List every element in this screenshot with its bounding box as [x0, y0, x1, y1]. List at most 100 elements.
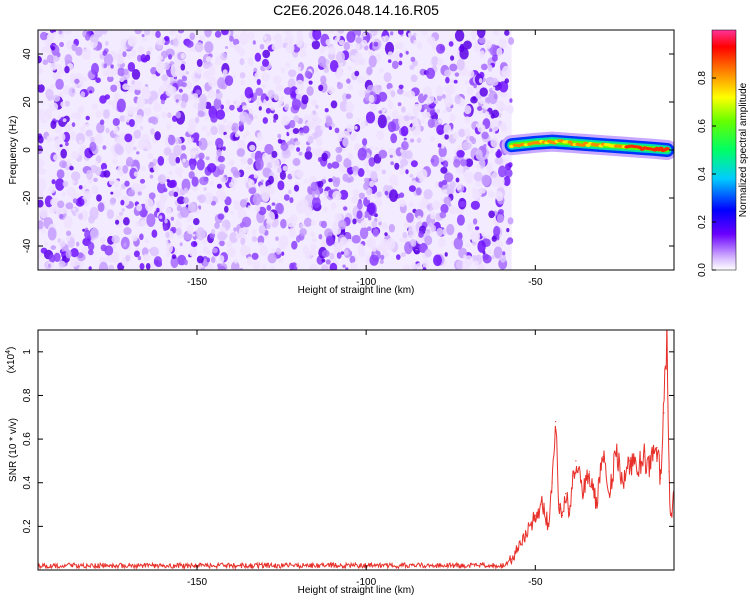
- noise-cell: [233, 258, 238, 264]
- noise-cell: [486, 234, 490, 239]
- noise-cell: [436, 43, 446, 54]
- noise-cell: [120, 199, 125, 206]
- noise-cell: [418, 231, 424, 238]
- noise-cell: [389, 189, 398, 203]
- noise-cell: [337, 131, 344, 139]
- noise-cell: [157, 156, 165, 166]
- noise-cell: [386, 82, 393, 90]
- noise-cell: [472, 36, 475, 41]
- noise-cell: [262, 152, 269, 162]
- noise-cell: [477, 240, 486, 253]
- noise-cell: [456, 165, 464, 175]
- snr-point: [609, 493, 611, 495]
- noise-cell: [311, 110, 319, 119]
- noise-cell: [434, 181, 440, 188]
- noise-cell: [131, 69, 141, 80]
- noise-cell: [190, 163, 196, 171]
- noise-cell: [320, 75, 327, 84]
- noise-cell: [414, 249, 419, 255]
- noise-cell: [158, 174, 167, 185]
- noise-cell: [456, 214, 465, 226]
- noise-cell: [411, 123, 421, 136]
- noise-cell: [239, 31, 249, 46]
- snr-point: [602, 455, 604, 458]
- noise-cell: [82, 76, 88, 82]
- noise-cell: [304, 178, 308, 184]
- noise-cell: [284, 103, 290, 111]
- noise-cell: [342, 137, 349, 147]
- noise-cell: [320, 126, 325, 131]
- noise-cell: [466, 86, 474, 96]
- noise-cell: [91, 62, 99, 75]
- noise-cell: [53, 154, 60, 161]
- noise-cell: [46, 135, 52, 143]
- noise-cell: [140, 54, 147, 63]
- noise-cell: [449, 205, 457, 215]
- noise-cell: [313, 67, 319, 73]
- noise-cell: [38, 84, 45, 93]
- noise-cell: [380, 222, 388, 230]
- noise-cell: [408, 202, 414, 207]
- noise-cell: [165, 207, 172, 215]
- noise-cell: [164, 35, 170, 42]
- noise-cell: [130, 49, 137, 57]
- noise-cell: [142, 37, 148, 42]
- noise-cell: [100, 162, 108, 171]
- noise-cell: [239, 58, 245, 66]
- noise-cell: [338, 146, 343, 153]
- noise-cell: [467, 223, 473, 233]
- noise-cell: [166, 179, 170, 183]
- noise-cell: [96, 122, 105, 134]
- noise-cell: [321, 249, 330, 258]
- noise-cell: [436, 85, 444, 97]
- snr-point: [588, 471, 591, 473]
- noise-cell: [38, 55, 42, 64]
- noise-cell: [345, 93, 352, 100]
- noise-cell: [181, 86, 185, 91]
- noise-cell: [455, 177, 460, 183]
- noise-cell: [86, 123, 90, 127]
- noise-cell: [59, 41, 64, 48]
- noise-cell: [44, 108, 53, 120]
- noise-cell: [352, 218, 357, 225]
- noise-cell: [318, 84, 324, 92]
- noise-cell: [283, 87, 293, 95]
- noise-cell: [288, 69, 297, 78]
- noise-cell: [453, 237, 463, 250]
- noise-cell: [446, 224, 455, 236]
- noise-cell: [298, 151, 303, 156]
- noise-cell: [402, 265, 410, 270]
- noise-cell: [390, 133, 398, 144]
- noise-cell: [366, 66, 373, 76]
- noise-cell: [318, 234, 323, 240]
- noise-cell: [193, 241, 198, 247]
- noise-cell: [377, 114, 387, 129]
- noise-cell: [456, 58, 465, 71]
- noise-cell: [487, 249, 493, 254]
- colorbar-tick-label: 0.6: [697, 119, 708, 133]
- noise-cell: [278, 237, 288, 250]
- noise-cell: [77, 252, 84, 259]
- noise-cell: [173, 191, 179, 197]
- noise-cell: [336, 82, 343, 90]
- noise-cell: [333, 243, 340, 253]
- noise-cell: [262, 117, 268, 124]
- noise-cell: [174, 167, 184, 176]
- noise-cell: [64, 100, 70, 107]
- noise-cell: [493, 246, 503, 259]
- noise-cell: [239, 93, 246, 103]
- noise-cell: [336, 67, 343, 75]
- noise-cell: [167, 86, 177, 95]
- noise-cell: [248, 179, 255, 188]
- noise-cell: [482, 254, 492, 264]
- noise-cell: [474, 226, 480, 231]
- noise-cell: [379, 259, 384, 265]
- noise-cell: [425, 228, 431, 236]
- noise-cell: [346, 78, 351, 84]
- noise-cell: [57, 200, 65, 209]
- noise-cell: [331, 161, 340, 169]
- spectrogram-heatmap: [38, 30, 674, 270]
- noise-cell: [230, 247, 235, 254]
- noise-cell: [163, 62, 170, 71]
- noise-cell: [444, 172, 454, 183]
